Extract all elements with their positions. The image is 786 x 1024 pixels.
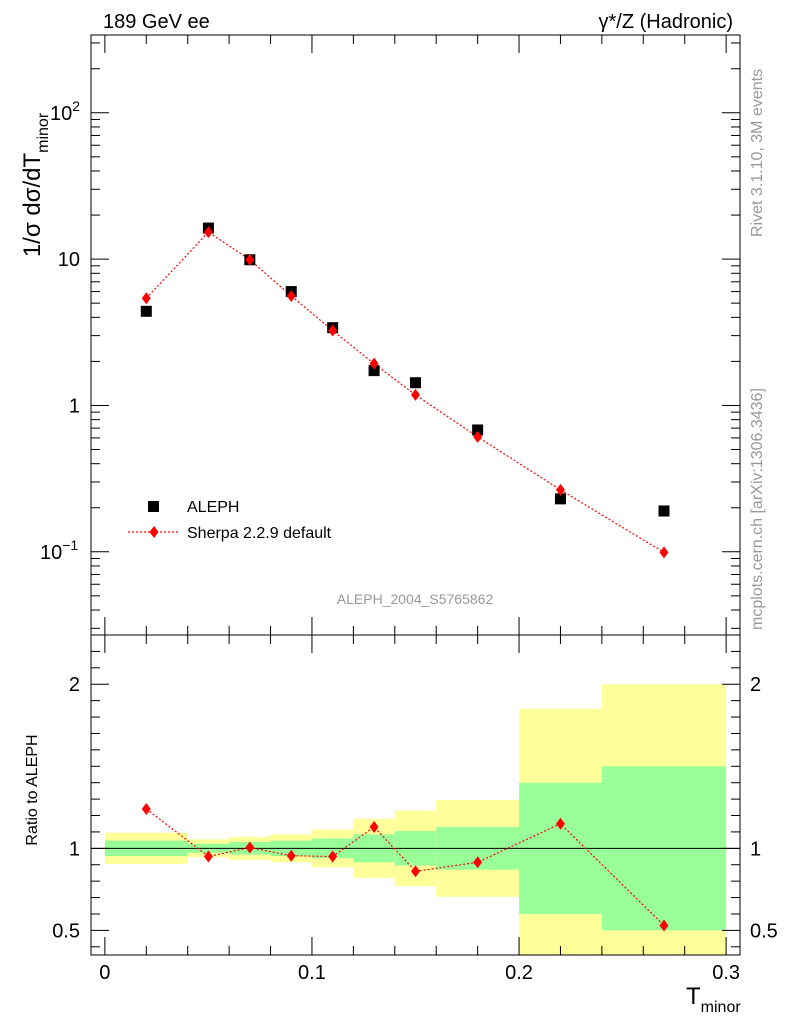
legend: ALEPH Sherpa 2.2.9 default (128, 499, 332, 542)
x-axis-label-text: T (686, 983, 701, 1010)
sherpa-point (473, 430, 483, 443)
sherpa-point (659, 546, 669, 559)
ratio-y-tick-label-left: 0.5 (52, 920, 80, 942)
aleph-point (472, 424, 484, 436)
ratio-sherpa-point (328, 850, 338, 863)
sherpa-point (411, 388, 420, 401)
main-y-tick-label: 10 (58, 249, 80, 271)
ratio-sherpa-point (286, 849, 296, 862)
header-left-label: 189 GeV ee (103, 11, 210, 33)
ratio-sherpa-point (473, 856, 483, 869)
ratio-sherpa-point (411, 865, 420, 878)
mcplots-side-label: mcplots.cern.ch [arXiv:1306.3436] (749, 388, 766, 630)
main-y-tick-base: 10 (58, 249, 80, 271)
legend-sherpa-marker (149, 526, 159, 538)
ratio-plot-panel: 0.5 0.5 1 1 2 2 0 0.1 0.2 0.3 Ratio to ALEPH Tmi… (24, 634, 778, 1016)
main-y-tick-base: 1 (69, 395, 80, 417)
main-y-tick-exponent: −1 (62, 537, 78, 553)
sherpa-point (286, 289, 296, 302)
main-y-tick-label: 10−1 (40, 537, 78, 564)
main-y-tick-exponent: 2 (72, 98, 80, 114)
main-axis-ticks (91, 35, 740, 635)
main-y-axis-label-text: 1/σ dσ/dT (19, 153, 46, 258)
sherpa-line (145, 231, 665, 553)
ratio-sherpa-point (245, 841, 255, 854)
aleph-point (554, 493, 566, 505)
main-y-axis-label-sub: minor (35, 112, 52, 153)
main-plot-frame (90, 34, 741, 636)
ratio-y-tick-label-right: 1 (750, 838, 761, 860)
x-axis-label-sub: minor (701, 999, 742, 1016)
main-series (140, 222, 670, 559)
main-y-tick-base: 10 (40, 542, 62, 564)
aleph-point (140, 305, 152, 317)
ratio-sherpa-point (555, 817, 565, 830)
ratio-sherpa-point (659, 919, 669, 932)
x-tick-label: 0 (99, 962, 110, 984)
ratio-sherpa-point (369, 821, 379, 833)
x-axis-label: Tminor (686, 983, 741, 1016)
ratio-sherpa-point (141, 802, 151, 815)
ratio-axis-ticks (91, 635, 740, 955)
legend-aleph-label: ALEPH (187, 499, 239, 516)
sherpa-point (328, 324, 338, 337)
x-tick-label: 0.2 (505, 962, 533, 984)
x-tick-labels: 0 0.1 0.2 0.3 (99, 962, 740, 984)
aleph-point (410, 377, 421, 389)
ratio-sherpa-point (203, 850, 213, 863)
x-tick-label: 0.3 (712, 962, 740, 984)
ratio-plot-frame (90, 634, 741, 956)
ratio-y-tick-label-left: 2 (69, 674, 80, 696)
sherpa-point (203, 226, 213, 239)
ratio-y-tick-label-right: 0.5 (750, 920, 778, 942)
ratio-y-tick-label-right: 2 (750, 674, 761, 696)
sherpa-point (369, 357, 379, 370)
sherpa-point (245, 253, 255, 266)
aleph-point (658, 505, 670, 517)
sherpa-point (141, 292, 151, 305)
aleph-point (368, 365, 380, 377)
header-right-label: γ*/Z (Hadronic) (599, 11, 733, 33)
ratio-sherpa-line (145, 808, 665, 926)
main-y-tick-base: 10 (50, 103, 72, 125)
main-y-tick-label: 1 (69, 395, 80, 417)
ratio-uncertainty-bands (104, 684, 727, 955)
sherpa-point (555, 483, 565, 496)
ratio-y-axis-label: Ratio to ALEPH (24, 734, 41, 845)
legend-sherpa-label: Sherpa 2.2.9 default (187, 525, 332, 542)
main-y-axis-label: 1/σ dσ/dTminor (19, 112, 52, 257)
main-y-tick-label: 102 (50, 98, 80, 125)
rivet-side-label: Rivet 3.1.10, 3M events (749, 69, 766, 237)
legend-aleph-marker (148, 501, 159, 512)
ratio-y-tick-label-left: 1 (69, 838, 80, 860)
x-tick-label: 0.1 (298, 962, 326, 984)
watermark-label: ALEPH_2004_S5765862 (337, 591, 494, 607)
ratio-series (141, 802, 669, 932)
svg-text:1/σ dσ/dTminor: 1/σ dσ/dTminor (19, 112, 52, 257)
ratio-y-tick-labels: 0.5 0.5 1 1 2 2 (52, 674, 778, 942)
